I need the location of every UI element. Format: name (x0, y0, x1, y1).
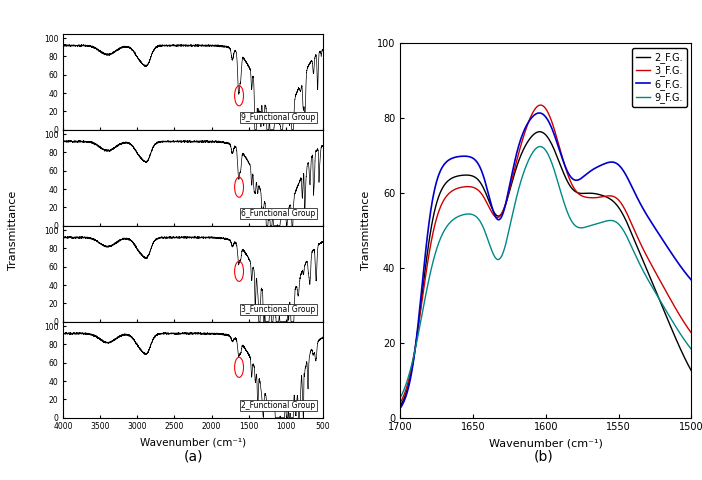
Line: 3_F.G.: 3_F.G. (400, 105, 691, 403)
3_F.G. (492, 215, 501, 220)
6_F.G. (555, 148, 564, 154)
9_F.G. (515, 184, 524, 190)
9_F.G. (555, 185, 564, 191)
3_F.G. (636, 240, 644, 245)
Line: 2_F.G.: 2_F.G. (400, 132, 691, 406)
Text: 3_Functional Group: 3_Functional Group (241, 305, 315, 314)
X-axis label: Wavenumber (cm⁻¹): Wavenumber (cm⁻¹) (140, 437, 246, 447)
6_F.G. (612, 160, 621, 166)
3_F.G. (555, 145, 564, 151)
Line: 6_F.G.: 6_F.G. (400, 113, 691, 408)
9_F.G. (492, 256, 501, 262)
6_F.G. (396, 406, 404, 411)
9_F.G. (536, 144, 545, 149)
6_F.G. (687, 277, 696, 283)
Text: (a): (a) (183, 449, 203, 463)
6_F.G. (636, 200, 644, 206)
3_F.G. (536, 102, 545, 108)
3_F.G. (396, 400, 404, 406)
2_F.G. (468, 173, 476, 179)
2_F.G. (396, 403, 404, 409)
Text: Transmittance: Transmittance (8, 191, 18, 270)
2_F.G. (555, 160, 564, 166)
9_F.G. (396, 395, 404, 401)
Text: 2_Functional Group: 2_Functional Group (241, 401, 315, 410)
9_F.G. (636, 262, 644, 267)
Text: 6_Functional Group: 6_Functional Group (241, 209, 315, 218)
2_F.G. (536, 129, 544, 134)
2_F.G. (612, 202, 621, 208)
3_F.G. (515, 148, 524, 154)
3_F.G. (612, 195, 621, 201)
Line: 9_F.G.: 9_F.G. (400, 146, 691, 398)
X-axis label: Wavenumber (cm⁻¹): Wavenumber (cm⁻¹) (489, 438, 603, 448)
3_F.G. (468, 184, 476, 190)
Text: 9_Functional Group: 9_Functional Group (241, 113, 315, 122)
2_F.G. (636, 250, 644, 256)
6_F.G. (515, 141, 524, 147)
9_F.G. (468, 212, 476, 217)
9_F.G. (612, 219, 621, 225)
Text: (b): (b) (534, 449, 554, 463)
2_F.G. (492, 213, 501, 218)
6_F.G. (535, 110, 543, 116)
9_F.G. (687, 347, 696, 352)
Legend: 2_F.G., 3_F.G., 6_F.G., 9_F.G.: 2_F.G., 3_F.G., 6_F.G., 9_F.G. (632, 48, 687, 107)
2_F.G. (515, 156, 524, 162)
6_F.G. (492, 216, 501, 221)
Y-axis label: Transmittance: Transmittance (362, 191, 371, 270)
2_F.G. (687, 368, 696, 374)
6_F.G. (468, 155, 476, 160)
3_F.G. (687, 330, 696, 336)
